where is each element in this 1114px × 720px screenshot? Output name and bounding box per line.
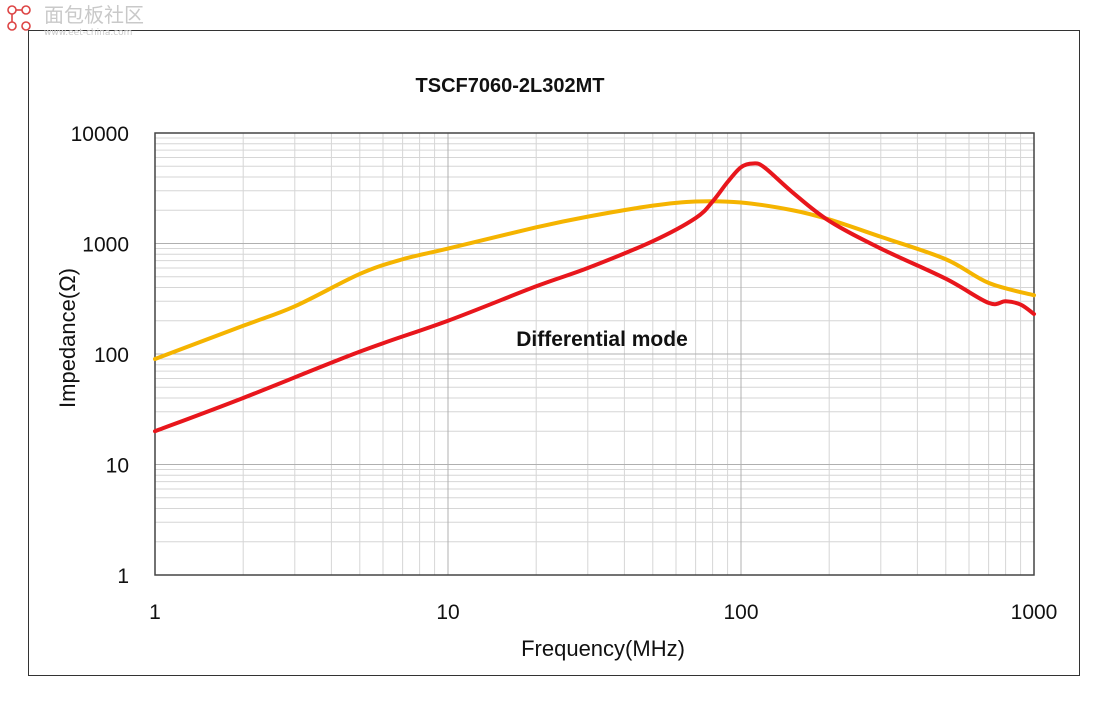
watermark-logo: 面包板社区 www.eet-china.com — [7, 3, 144, 38]
y-tick-label: 1 — [117, 565, 129, 588]
x-tick-label: 100 — [723, 601, 758, 624]
x-tick-label: 10 — [436, 601, 459, 624]
series-line-2 — [153, 161, 1036, 434]
y-tick-label: 1000 — [82, 234, 129, 257]
watermark-url: www.eet-china.com — [44, 28, 132, 38]
y-tick-labels: 1 10 100 1000 10000 — [71, 123, 129, 588]
chart-title: TSCF7060-2L302MT — [416, 75, 605, 97]
x-tick-labels: 1 10 100 1000 — [149, 601, 1057, 624]
x-tick-label: 1000 — [1011, 601, 1058, 624]
chip-icon — [7, 5, 31, 31]
y-axis-label: Impedance(Ω) — [55, 268, 80, 408]
y-tick-label: 10000 — [71, 123, 129, 146]
y-tick-label: 100 — [94, 344, 129, 367]
watermark-text: 面包板社区 — [44, 3, 144, 27]
x-tick-label: 1 — [149, 601, 161, 624]
x-axis-label: Frequency(MHz) — [521, 636, 685, 661]
plot-border — [154, 132, 1035, 576]
series-line-1 — [153, 199, 1036, 362]
mode-annotation: Differential mode — [516, 328, 688, 351]
chart-frame — [28, 30, 1080, 676]
series-layer — [153, 161, 1036, 434]
y-tick-label: 10 — [106, 455, 129, 478]
